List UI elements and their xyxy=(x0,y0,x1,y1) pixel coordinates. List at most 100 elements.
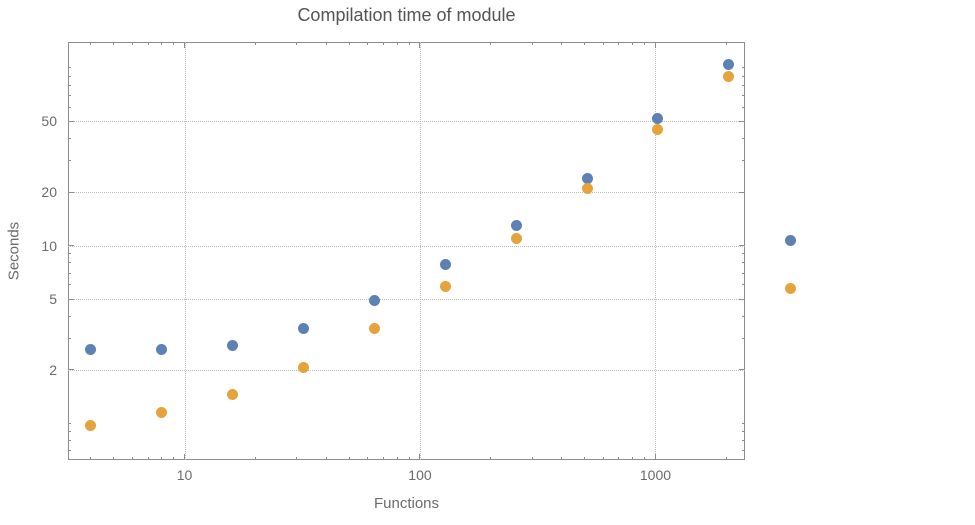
y-gridline xyxy=(68,245,745,247)
tick-mark xyxy=(742,430,745,432)
data-point-series-2 xyxy=(439,280,451,292)
tick-mark xyxy=(184,42,186,48)
tick-mark xyxy=(348,42,350,45)
tick-mark xyxy=(739,245,745,247)
y-tick-label: 50 xyxy=(41,113,57,130)
data-point-series-2 xyxy=(156,406,168,418)
tick-mark xyxy=(68,422,71,424)
tick-mark xyxy=(68,75,71,77)
y-gridline xyxy=(68,192,745,194)
tick-mark xyxy=(602,457,604,460)
y-gridline xyxy=(68,369,745,371)
tick-mark xyxy=(68,337,71,339)
data-point-series-1 xyxy=(581,172,593,184)
tick-mark xyxy=(739,191,745,193)
tick-mark xyxy=(725,42,727,45)
tick-mark xyxy=(68,106,71,108)
tick-mark xyxy=(584,457,586,460)
tick-mark xyxy=(68,439,71,441)
data-point-series-1 xyxy=(723,58,735,70)
data-point-series-2 xyxy=(581,182,593,194)
tick-mark xyxy=(383,457,385,460)
tick-mark xyxy=(68,450,71,452)
tick-mark xyxy=(742,337,745,339)
tick-mark xyxy=(654,42,656,48)
tick-mark xyxy=(490,42,492,45)
tick-mark xyxy=(561,42,563,45)
legend-marker-series-2-marker xyxy=(785,283,796,294)
y-gridline xyxy=(68,299,745,300)
tick-mark xyxy=(68,67,71,69)
tick-mark xyxy=(68,138,71,140)
tick-mark xyxy=(173,457,175,460)
tick-mark xyxy=(742,262,745,264)
tick-mark xyxy=(113,457,115,460)
data-point-series-1 xyxy=(439,259,451,271)
tick-mark xyxy=(632,457,634,460)
tick-mark xyxy=(419,454,421,460)
x-tick-label: 1000 xyxy=(639,467,672,483)
tick-mark xyxy=(68,298,74,300)
tick-mark xyxy=(396,42,398,45)
tick-mark xyxy=(68,120,74,122)
tick-mark xyxy=(408,457,410,460)
tick-mark xyxy=(68,272,71,274)
tick-mark xyxy=(654,454,656,460)
tick-mark xyxy=(90,42,92,45)
data-point-series-1 xyxy=(227,339,239,351)
data-point-series-1 xyxy=(368,295,380,307)
tick-mark xyxy=(742,422,745,424)
tick-mark xyxy=(348,457,350,460)
legend-marker-series-1-marker xyxy=(785,235,796,246)
tick-mark xyxy=(584,42,586,45)
tick-mark xyxy=(367,457,369,460)
tick-mark xyxy=(739,298,745,300)
y-gridline xyxy=(68,121,745,123)
y-tick-label: 20 xyxy=(41,184,57,201)
tick-mark xyxy=(742,84,745,86)
tick-mark xyxy=(742,284,745,286)
x-gridline xyxy=(419,42,421,460)
y-tick-label: 5 xyxy=(49,291,57,307)
data-point-series-2 xyxy=(85,419,97,431)
tick-mark xyxy=(602,42,604,45)
tick-mark xyxy=(742,138,745,140)
tick-mark xyxy=(254,457,256,460)
tick-mark xyxy=(742,67,745,69)
data-point-series-2 xyxy=(510,232,522,244)
x-gridline xyxy=(655,42,657,460)
tick-mark xyxy=(739,120,745,122)
tick-mark xyxy=(725,457,727,460)
tick-mark xyxy=(68,430,71,432)
chart-title: Compilation time of module xyxy=(297,5,516,25)
data-point-series-1 xyxy=(85,343,97,355)
plot-area-frame xyxy=(68,42,745,460)
tick-mark xyxy=(739,369,745,371)
data-point-series-2 xyxy=(227,388,239,400)
tick-mark xyxy=(113,42,115,45)
tick-mark xyxy=(68,262,71,264)
tick-mark xyxy=(68,369,74,371)
tick-mark xyxy=(561,457,563,460)
tick-mark xyxy=(147,457,149,460)
tick-mark xyxy=(254,42,256,45)
tick-mark xyxy=(618,457,620,460)
tick-mark xyxy=(742,75,745,77)
tick-mark xyxy=(490,457,492,460)
data-point-series-1 xyxy=(510,219,522,231)
x-tick-label: 100 xyxy=(408,467,432,483)
data-point-series-2 xyxy=(723,70,735,82)
tick-mark xyxy=(742,106,745,108)
tick-mark xyxy=(68,191,74,193)
tick-mark xyxy=(408,42,410,45)
data-point-series-2 xyxy=(297,362,309,374)
tick-mark xyxy=(383,42,385,45)
tick-mark xyxy=(68,94,71,96)
tick-mark xyxy=(742,253,745,255)
tick-mark xyxy=(131,457,133,460)
y-tick-label: 10 xyxy=(41,237,57,254)
tick-mark xyxy=(742,272,745,274)
tick-mark xyxy=(325,42,327,45)
tick-mark xyxy=(68,245,74,247)
